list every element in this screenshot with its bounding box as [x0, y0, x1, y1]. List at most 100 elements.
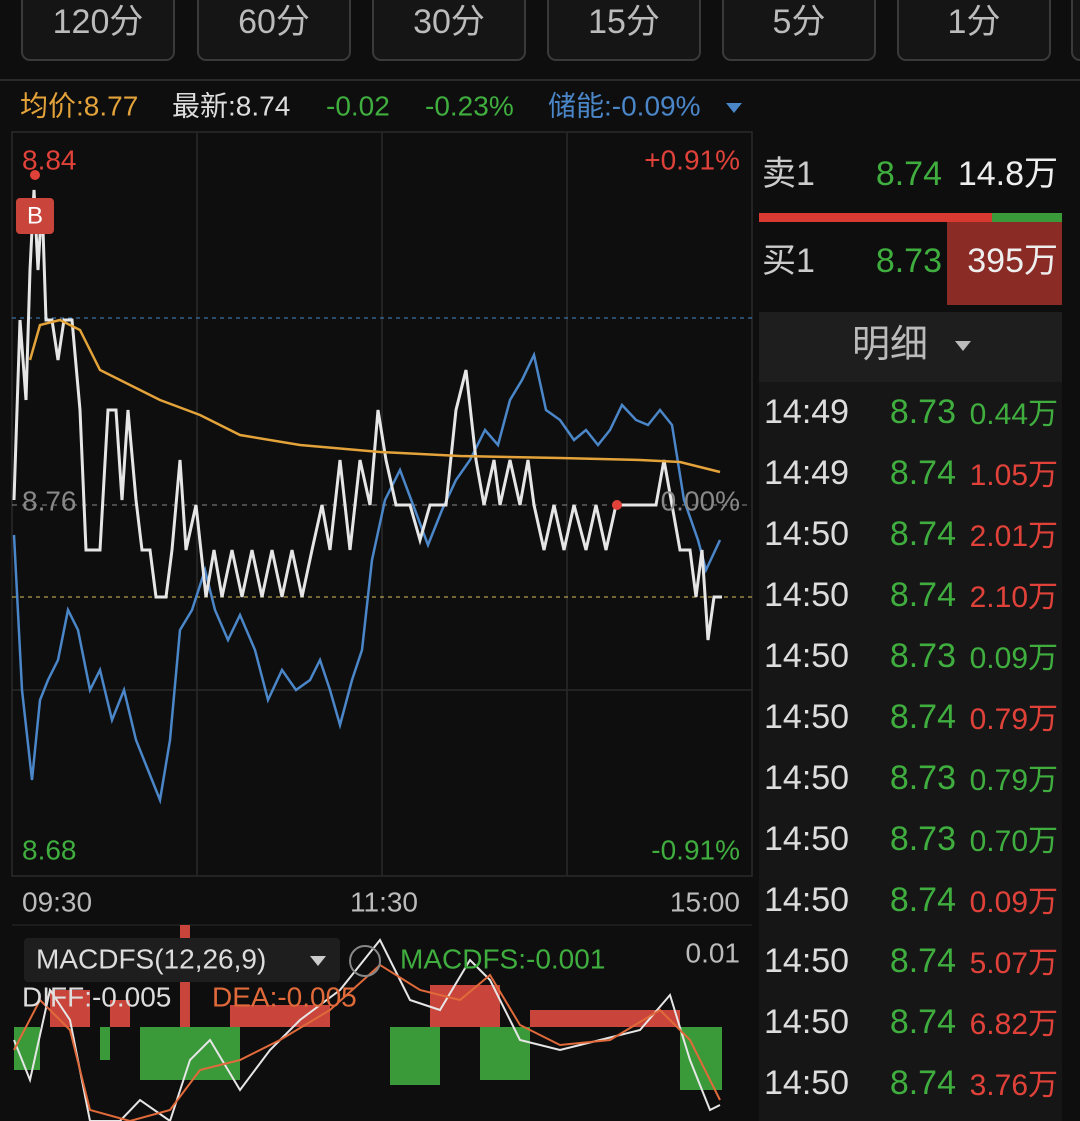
trade-price: 8.74: [890, 576, 956, 614]
detail-panel: [759, 312, 1062, 1121]
macd-top: 0.01: [686, 937, 741, 968]
trade-time: 14:50: [764, 881, 849, 919]
trade-time: 14:50: [764, 637, 849, 675]
tab[interactable]: [197, 0, 351, 61]
trade-price: 8.73: [890, 820, 956, 858]
trade-price: 8.74: [890, 515, 956, 553]
tab-label: 30分: [413, 3, 485, 41]
tab-label: 120分: [53, 3, 144, 41]
trade-price: 8.74: [890, 881, 956, 919]
blue-line: [12, 351, 722, 805]
trade-volume: 0.79万: [970, 764, 1058, 797]
change-percent: -0.23%: [425, 90, 514, 121]
time-label: 11:30: [350, 886, 418, 917]
tab[interactable]: [547, 0, 701, 61]
macd-value: MACDFS:-0.001: [400, 943, 605, 974]
macd-histogram: [14, 925, 722, 1090]
diff-line: [13, 938, 721, 1121]
trade-time: 14:49: [764, 393, 849, 431]
trade-time: 14:50: [764, 820, 849, 858]
energy: 储能:-0.09%: [548, 90, 701, 121]
mid-price: 8.76: [22, 485, 77, 516]
trade-price: 8.74: [890, 1064, 956, 1102]
marker-text: B: [27, 202, 43, 229]
trade-time: 14:50: [764, 698, 849, 736]
trade-time: 14:50: [764, 1003, 849, 1041]
trade-volume: 6.82万: [970, 1008, 1058, 1041]
sell-price: 8.74: [876, 155, 942, 193]
bottom-price: 8.68: [22, 834, 77, 865]
tab[interactable]: [1071, 0, 1080, 61]
high-dot: [30, 170, 40, 180]
trade-price: 8.74: [890, 942, 956, 980]
buy-volume-bg: [947, 222, 1062, 305]
trade-time: 14:50: [764, 942, 849, 980]
detail-header[interactable]: [759, 312, 1062, 382]
tab[interactable]: [897, 0, 1051, 61]
dropdown-arrow: [310, 956, 326, 966]
help-icon[interactable]: [349, 945, 381, 977]
trade-volume: 5.07万: [970, 947, 1058, 980]
tab-label: 1分: [948, 3, 1001, 41]
trade-price: 8.73: [890, 759, 956, 797]
trade-volume: 0.70万: [970, 825, 1058, 858]
tab-bar: 120分 60分 30分 15分 5分 1分: [21, 0, 1080, 61]
trade-time: 14:50: [764, 759, 849, 797]
trade-volume: 0.09万: [970, 886, 1058, 919]
tab[interactable]: [722, 0, 876, 61]
tab-label: 15分: [588, 3, 660, 41]
sell-volume: 14.8万: [958, 155, 1058, 193]
detail-rows: 14:49 8.73 0.44万 14:49 8.74 1.05万 14:50 8.74 2.0…: [764, 393, 1058, 1102]
sell-label: 卖1: [762, 155, 815, 193]
buy-price: 8.73: [876, 242, 942, 280]
tab-label: 5分: [773, 3, 826, 41]
top-percent: +0.91%: [644, 144, 740, 175]
trade-volume: 0.79万: [970, 703, 1058, 736]
avg-line: [28, 318, 721, 474]
trade-volume: 2.01万: [970, 520, 1058, 553]
trade-time: 14:49: [764, 454, 849, 492]
tab-label: 60分: [238, 3, 310, 41]
time-label: 09:30: [22, 886, 92, 917]
tab[interactable]: [21, 0, 175, 61]
indicator-selector[interactable]: [24, 938, 340, 982]
price-line: [12, 189, 722, 641]
buy-volume: 395万: [967, 242, 1058, 280]
trade-price: 8.74: [890, 698, 956, 736]
trade-time: 14:50: [764, 1064, 849, 1102]
trade-price: 8.73: [890, 637, 956, 675]
macd-name: MACDFS(12,26,9): [36, 943, 266, 974]
trade-volume: 0.09万: [970, 642, 1058, 675]
tab[interactable]: [372, 0, 526, 61]
trade-price: 8.74: [890, 1003, 956, 1041]
dea-value: DEA:-0.005: [212, 981, 357, 1012]
change: -0.02: [326, 90, 390, 121]
top-price: 8.84: [22, 144, 77, 175]
dropdown-arrow[interactable]: [726, 103, 742, 113]
dea-line: [13, 963, 721, 1121]
trade-time: 14:50: [764, 515, 849, 553]
bottom-percent: -0.91%: [651, 834, 740, 865]
chart-grid: [11, 131, 753, 877]
trade-volume: 0.44万: [970, 398, 1058, 431]
sell-ratio-bar: [992, 213, 1062, 222]
time-label: 15:00: [670, 886, 740, 917]
mid-percent: 0.00%: [661, 485, 740, 516]
buy-marker[interactable]: [16, 198, 54, 234]
buy-ratio-bar: [759, 213, 992, 222]
dropdown-arrow: [955, 341, 971, 351]
trade-volume: 3.76万: [970, 1069, 1058, 1102]
latest-price: 最新:8.74: [172, 90, 290, 121]
detail-title: 明细: [852, 324, 928, 366]
diff-value: DIFF:-0.005: [22, 981, 171, 1012]
trade-price: 8.73: [890, 393, 956, 431]
trade-volume: 1.05万: [970, 459, 1058, 492]
buy-label: 买1: [762, 242, 815, 280]
dot: [612, 500, 622, 510]
avg-price: 均价:8.77: [20, 90, 138, 121]
trade-price: 8.74: [890, 454, 956, 492]
trade-volume: 2.10万: [970, 581, 1058, 614]
trade-time: 14:50: [764, 576, 849, 614]
